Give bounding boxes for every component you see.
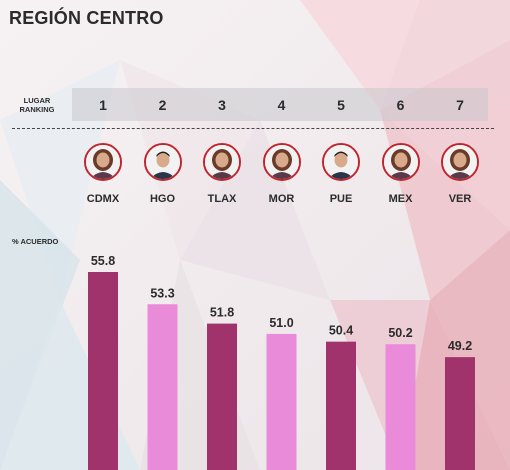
state-label: MEX [388, 193, 413, 205]
data-label: 55.8 [91, 254, 115, 268]
man-portrait-icon [143, 143, 182, 181]
data-label: 50.4 [329, 324, 353, 338]
data-label: 51.0 [269, 316, 293, 330]
bar [385, 344, 416, 470]
state-label: TLAX [207, 193, 237, 205]
man-portrait-icon [322, 143, 360, 181]
woman-portrait-icon [84, 143, 122, 181]
y-axis-label: % ACUERDO [12, 237, 59, 246]
rank-number: 5 [337, 97, 345, 113]
ranking-header-label: LUGAR RANKING [19, 96, 55, 114]
rank-number: 7 [456, 97, 464, 113]
data-label: 53.3 [150, 286, 174, 300]
ranking-band [72, 88, 488, 121]
bar [88, 272, 118, 470]
page-title: REGIÓN CENTRO [9, 8, 164, 28]
state-label: PUE [329, 193, 353, 205]
woman-portrait-icon [262, 143, 301, 181]
data-label: 51.8 [210, 306, 234, 320]
state-label: CDMX [86, 193, 120, 205]
bar [207, 323, 237, 470]
rank-number: 3 [218, 97, 226, 113]
woman-portrait-icon [381, 143, 420, 181]
bar [445, 357, 475, 470]
data-label: 50.2 [388, 326, 412, 340]
woman-portrait-icon [441, 143, 479, 181]
bar [147, 304, 178, 470]
ranking-header: LUGAR RANKING [12, 96, 62, 114]
bar [326, 341, 356, 470]
woman-portrait-icon [203, 143, 241, 181]
divider-dashed [12, 128, 494, 129]
rank-number: 2 [158, 97, 167, 113]
rank-number: 1 [99, 97, 107, 113]
bar [266, 333, 297, 470]
state-label: MOR [268, 193, 295, 205]
data-label: 49.2 [448, 339, 472, 353]
rank-number: 6 [396, 97, 405, 113]
rank-number: 4 [277, 97, 286, 113]
state-label: VER [448, 193, 472, 205]
state-label: HGO [149, 193, 176, 205]
